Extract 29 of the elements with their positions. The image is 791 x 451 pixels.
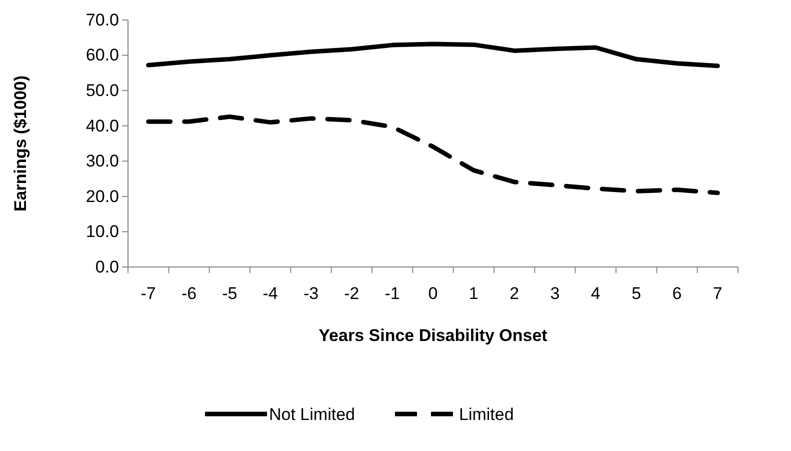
x-tick-label: -1 (384, 284, 400, 304)
x-tick-label: -4 (262, 284, 278, 304)
y-tick-label: 60.0 (86, 46, 119, 65)
x-tick-label: 5 (632, 284, 642, 304)
y-tick-label: 30.0 (86, 152, 119, 171)
y-tick-label: 0.0 (95, 257, 119, 276)
line-series (146, 114, 720, 196)
x-axis-title: Years Since Disability Onset (318, 326, 548, 345)
x-tick-label: -2 (344, 284, 360, 304)
x-tick-label: -6 (181, 284, 197, 304)
y-tick-label: 50.0 (86, 81, 119, 100)
x-tick-label: 3 (550, 284, 560, 304)
legend-label: Limited (458, 405, 514, 424)
x-tick-label: 4 (590, 284, 600, 304)
x-tick-label: 6 (672, 284, 682, 304)
line-series (146, 42, 720, 68)
x-tick-label: -3 (303, 284, 319, 304)
x-tick-label: -7 (140, 284, 156, 304)
x-tick-label: 2 (510, 284, 520, 304)
y-tick-label: 20.0 (86, 186, 119, 206)
x-tick-label: 1 (468, 284, 478, 304)
legend-label: Not Limited (269, 405, 355, 424)
x-tick-label: -5 (222, 284, 238, 304)
y-tick-label: 40.0 (86, 116, 119, 136)
y-axis-title: Earnings ($1000) (11, 75, 30, 212)
y-tick-label: 10.0 (86, 222, 119, 242)
y-tick-label: 70.0 (86, 10, 119, 30)
x-tick-label: 7 (712, 284, 722, 304)
x-tick-label: 0 (428, 284, 438, 304)
